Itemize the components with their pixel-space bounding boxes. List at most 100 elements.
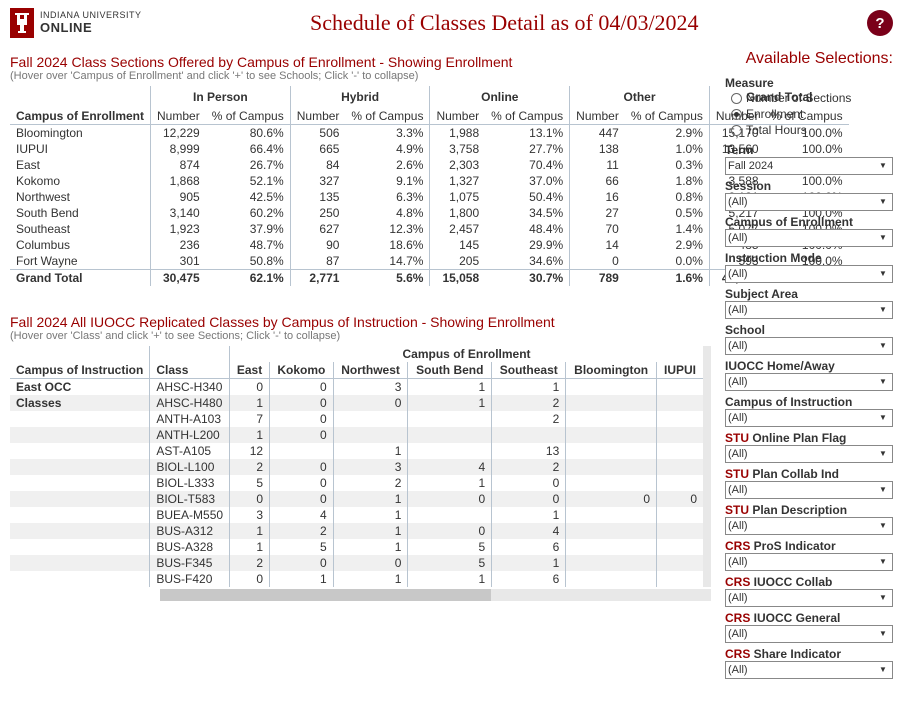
chevron-down-icon[interactable]: ▼ — [876, 339, 890, 353]
row-header[interactable]: Campus of Enrollment — [10, 108, 151, 125]
filter-select[interactable]: (All)▼ — [725, 301, 893, 319]
chevron-down-icon[interactable]: ▼ — [876, 375, 890, 389]
campus-label[interactable]: IUPUI — [10, 141, 151, 157]
class-code[interactable]: BUS-F345 — [150, 555, 230, 571]
instruction-campus[interactable] — [10, 523, 150, 539]
instruction-campus[interactable] — [10, 539, 150, 555]
chevron-down-icon[interactable]: ▼ — [876, 591, 890, 605]
cell: 6 — [492, 539, 566, 555]
chevron-down-icon[interactable]: ▼ — [876, 663, 890, 677]
table-row: Columbus23648.7%9018.6%14529.9%142.9%485… — [10, 237, 849, 253]
class-code[interactable]: BUS-F420 — [150, 571, 230, 587]
class-code[interactable]: ANTH-A103 — [150, 411, 230, 427]
instruction-campus[interactable] — [10, 571, 150, 587]
chevron-down-icon[interactable]: ▼ — [876, 555, 890, 569]
class-code[interactable]: BUEA-M550 — [150, 507, 230, 523]
chevron-down-icon[interactable]: ▼ — [876, 195, 890, 209]
class-code[interactable]: AST-A105 — [150, 443, 230, 459]
campus-label[interactable]: South Bend — [10, 205, 151, 221]
cell: 2.6% — [345, 157, 430, 173]
cell: 50.8% — [206, 253, 291, 270]
filter-label: CRS ProS Indicator — [725, 539, 893, 553]
filter-select[interactable]: Fall 2024▼ — [725, 157, 893, 175]
chevron-down-icon[interactable]: ▼ — [876, 303, 890, 317]
instruction-campus[interactable] — [10, 555, 150, 571]
chevron-down-icon[interactable]: ▼ — [876, 411, 890, 425]
instruction-campus[interactable]: Classes — [10, 395, 150, 411]
filter-select[interactable]: (All)▼ — [725, 481, 893, 499]
measure-option[interactable]: Total Hours — [731, 122, 893, 138]
filter-select[interactable]: (All)▼ — [725, 517, 893, 535]
cell: 1 — [333, 507, 408, 523]
cell: 2,771 — [290, 270, 345, 287]
table-row: South Bend3,14060.2%2504.8%1,80034.5%270… — [10, 205, 849, 221]
measure-option[interactable]: Number of Sections — [731, 90, 893, 106]
instruction-campus[interactable] — [10, 411, 150, 427]
instruction-campus[interactable] — [10, 427, 150, 443]
instruction-campus[interactable] — [10, 459, 150, 475]
table-row: IUPUI8,99966.4%6654.9%3,75827.7%1381.0%1… — [10, 141, 849, 157]
instruction-campus[interactable] — [10, 507, 150, 523]
instruction-campus[interactable]: East OCC — [10, 379, 150, 396]
campus-label[interactable]: Fort Wayne — [10, 253, 151, 270]
chevron-down-icon[interactable]: ▼ — [876, 159, 890, 173]
filter-select[interactable]: (All)▼ — [725, 373, 893, 391]
measure-option[interactable]: Enrollment — [731, 106, 893, 122]
cell: 6.3% — [345, 189, 430, 205]
filter-select[interactable]: (All)▼ — [725, 265, 893, 283]
vertical-scrollbar[interactable] — [703, 346, 711, 587]
filter-select[interactable]: (All)▼ — [725, 589, 893, 607]
cell: 0 — [230, 491, 270, 507]
instruction-campus[interactable] — [10, 443, 150, 459]
instruction-campus[interactable] — [10, 491, 150, 507]
horizontal-scrollbar[interactable] — [160, 589, 711, 601]
class-code[interactable]: BUS-A328 — [150, 539, 230, 555]
chevron-down-icon[interactable]: ▼ — [876, 627, 890, 641]
class-code[interactable]: BIOL-T583 — [150, 491, 230, 507]
campus-label[interactable]: Bloomington — [10, 125, 151, 142]
chevron-down-icon[interactable]: ▼ — [876, 483, 890, 497]
class-code[interactable]: AHSC-H480 — [150, 395, 230, 411]
help-button[interactable]: ? — [867, 10, 893, 36]
radio-icon[interactable] — [731, 125, 742, 136]
campus-label[interactable]: Columbus — [10, 237, 151, 253]
chevron-down-icon[interactable]: ▼ — [876, 231, 890, 245]
campus-label[interactable]: Northwest — [10, 189, 151, 205]
cell: 506 — [290, 125, 345, 142]
filter-select[interactable]: (All)▼ — [725, 661, 893, 679]
chevron-down-icon[interactable]: ▼ — [876, 447, 890, 461]
class-code[interactable]: BIOL-L100 — [150, 459, 230, 475]
class-code[interactable]: BIOL-L333 — [150, 475, 230, 491]
campus-label[interactable]: East — [10, 157, 151, 173]
filter-select[interactable]: (All)▼ — [725, 625, 893, 643]
filter-select[interactable]: (All)▼ — [725, 193, 893, 211]
campus-label[interactable]: Southeast — [10, 221, 151, 237]
cell: 13.1% — [485, 125, 570, 142]
chevron-down-icon[interactable]: ▼ — [876, 267, 890, 281]
cell: 2 — [230, 459, 270, 475]
left-header[interactable]: Class — [150, 362, 230, 379]
filter-select[interactable]: (All)▼ — [725, 337, 893, 355]
class-code[interactable]: BUS-A312 — [150, 523, 230, 539]
filter-select[interactable]: (All)▼ — [725, 553, 893, 571]
filter-label: CRS IUOCC Collab — [725, 575, 893, 589]
radio-icon[interactable] — [731, 93, 742, 104]
filter-select[interactable]: (All)▼ — [725, 409, 893, 427]
cell — [408, 507, 492, 523]
cell: 0 — [270, 491, 334, 507]
chevron-down-icon[interactable]: ▼ — [876, 519, 890, 533]
campus-label[interactable]: Kokomo — [10, 173, 151, 189]
cell: 0 — [270, 427, 334, 443]
class-code[interactable]: AHSC-H340 — [150, 379, 230, 396]
cell: 0 — [270, 379, 334, 396]
class-code[interactable]: ANTH-L200 — [150, 427, 230, 443]
cell: 1.4% — [625, 221, 710, 237]
cell — [566, 459, 657, 475]
radio-icon[interactable] — [731, 109, 742, 120]
filter-select[interactable]: (All)▼ — [725, 445, 893, 463]
instruction-campus[interactable] — [10, 475, 150, 491]
cell — [333, 411, 408, 427]
cell: 4 — [270, 507, 334, 523]
left-header[interactable]: Campus of Instruction — [10, 362, 150, 379]
filter-select[interactable]: (All)▼ — [725, 229, 893, 247]
